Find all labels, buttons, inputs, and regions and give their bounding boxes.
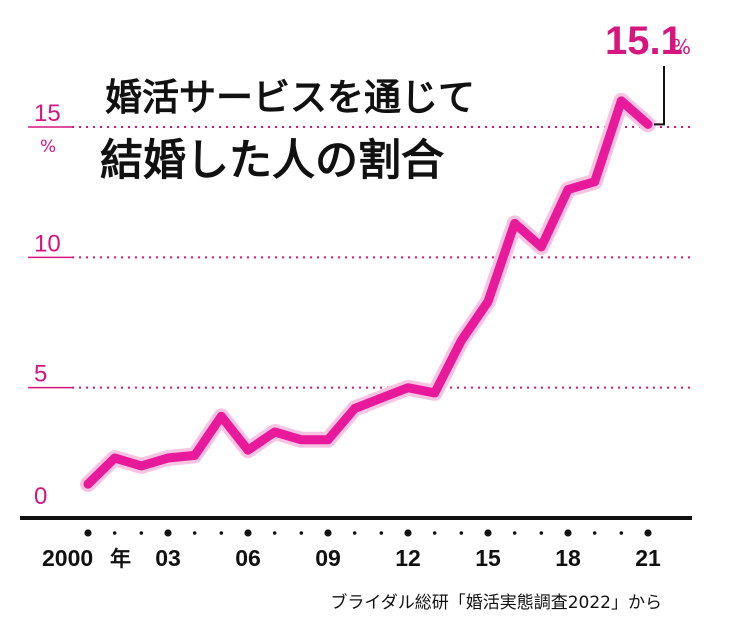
x-tick-dot-2004 (192, 531, 197, 535)
x-tick-label-2015: 15 (475, 545, 501, 571)
x-tick-label-2003: 03 (155, 545, 181, 571)
x-tick-dot-2013 (432, 531, 437, 535)
x-tick-dot-2020 (619, 531, 624, 535)
x-tick-dot-2014 (459, 531, 464, 535)
x-tick-dot-2006 (244, 529, 252, 537)
x-axis-ticks: 2000 年 03 06 09 12 15 18 21 (42, 545, 661, 571)
chart-subtitle: 結婚した人の割合 (100, 136, 444, 186)
grid-lines (28, 126, 694, 389)
y-axis-ticks: 0 5 10 15 (34, 100, 61, 510)
y-axis-unit: % (40, 137, 56, 157)
y-tick-label-15: 15 (34, 100, 61, 127)
x-tick-dot-2021 (644, 529, 652, 537)
y-tick-label-0: 0 (34, 483, 47, 510)
x-tick-dot-2005 (219, 531, 224, 535)
x-tick-dot-2016 (512, 531, 517, 535)
x-tick-dot-2009 (324, 529, 332, 537)
x-tick-dot-2010 (352, 531, 357, 535)
peak-annotation: 15.1 % (605, 19, 691, 126)
x-tick-label-2000: 2000 (42, 545, 93, 571)
x-tick-label-2021: 21 (635, 545, 661, 571)
x-tick-dot-2002 (139, 531, 144, 535)
x-tick-label-2018: 18 (555, 545, 581, 571)
x-tick-dot-2003 (164, 529, 172, 537)
x-tick-dot-2000 (84, 529, 92, 537)
peak-leader-line (654, 66, 665, 126)
series-line (83, 96, 653, 489)
x-tick-dot-2015 (484, 529, 492, 537)
x-tick-dot-2012 (404, 529, 412, 537)
x-axis-unit: 年 (110, 547, 131, 571)
x-tick-label-2012: 12 (395, 545, 421, 571)
x-tick-dot-2017 (539, 531, 544, 535)
y-tick-label-5: 5 (34, 361, 47, 388)
x-axis-tick-dots (84, 529, 652, 537)
chart-title: 婚活サービスを通じて (105, 76, 475, 119)
x-tick-dot-2001 (112, 531, 117, 535)
x-tick-label-2009: 09 (315, 545, 341, 571)
x-tick-label-2006: 06 (235, 545, 261, 571)
x-tick-dot-2011 (379, 531, 384, 535)
source-note: ブライダル総研「婚活実態調査2022」から (330, 592, 662, 613)
peak-unit: % (672, 35, 691, 59)
y-tick-label-10: 10 (34, 230, 61, 257)
peak-value: 15.1 (605, 19, 683, 63)
x-tick-dot-2008 (299, 531, 304, 535)
x-tick-dot-2007 (272, 531, 277, 535)
x-tick-dot-2018 (564, 529, 572, 537)
x-tick-dot-2019 (592, 531, 597, 535)
